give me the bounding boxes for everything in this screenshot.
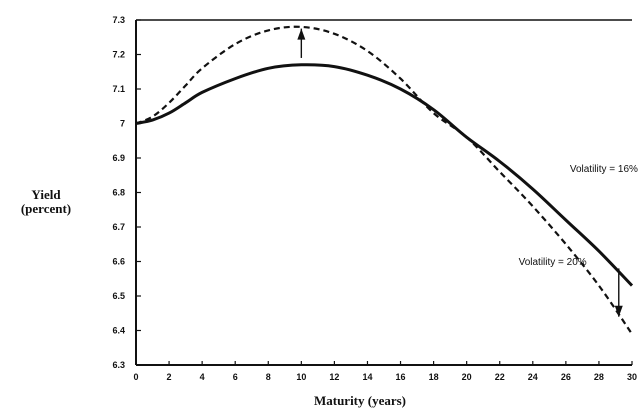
y-tick-label: 6.7	[112, 222, 125, 232]
x-tick-label: 20	[462, 372, 472, 382]
x-tick-label: 14	[362, 372, 372, 382]
x-tick-label: 2	[167, 372, 172, 382]
x-tick-label: 28	[594, 372, 604, 382]
x-tick-label: 18	[429, 372, 439, 382]
y-tick-label: 7.1	[112, 84, 125, 94]
x-tick-label: 30	[627, 372, 637, 382]
x-tick-label: 8	[266, 372, 271, 382]
series-line-volatility-16	[135, 63, 634, 287]
x-tick-label: 12	[329, 372, 339, 382]
y-tick-label: 6.6	[112, 257, 125, 267]
y-tick-label: 6.4	[112, 326, 125, 336]
arrow-head	[614, 305, 623, 317]
series-line-volatility-20	[135, 25, 633, 335]
y-tick-label: 7.2	[112, 50, 125, 60]
arrow-up	[297, 28, 306, 58]
arrow-down	[614, 268, 623, 317]
x-tick-label: 0	[133, 372, 138, 382]
y-tick-label: 6.8	[112, 188, 125, 198]
x-tick-label: 26	[561, 372, 571, 382]
x-tick-label: 6	[233, 372, 238, 382]
y-axis-label-line1: Yield	[31, 187, 61, 202]
x-tick-label: 24	[528, 372, 538, 382]
y-tick-label: 7.3	[112, 15, 125, 25]
annotations: Volatility = 16% Volatility = 20%	[519, 164, 638, 268]
arrow-head	[297, 28, 306, 40]
y-tick-label: 6.9	[112, 153, 125, 163]
x-tick-label: 22	[495, 372, 505, 382]
y-tick-label: 7	[120, 119, 125, 129]
y-axis-label: Yield (percent)	[2, 188, 90, 216]
tick-marks: 0 2 4 6 8 10 12 14 16 18 20 22 24 26 28 306.36.46.56.66…	[112, 15, 637, 382]
annotation-volatility-16: Volatility = 16%	[570, 164, 638, 175]
annotation-volatility-20: Volatility = 20%	[519, 257, 587, 268]
axes	[135, 19, 632, 366]
x-tick-label: 4	[200, 372, 205, 382]
x-tick-label: 10	[296, 372, 306, 382]
arrows	[297, 28, 623, 317]
y-tick-label: 6.3	[112, 360, 125, 370]
y-axis-label-line2: (percent)	[20, 201, 72, 216]
x-axis-label: Maturity (years)	[313, 393, 407, 408]
x-tick-label: 16	[396, 372, 406, 382]
series-lines	[135, 25, 634, 335]
y-tick-label: 6.5	[112, 291, 125, 301]
